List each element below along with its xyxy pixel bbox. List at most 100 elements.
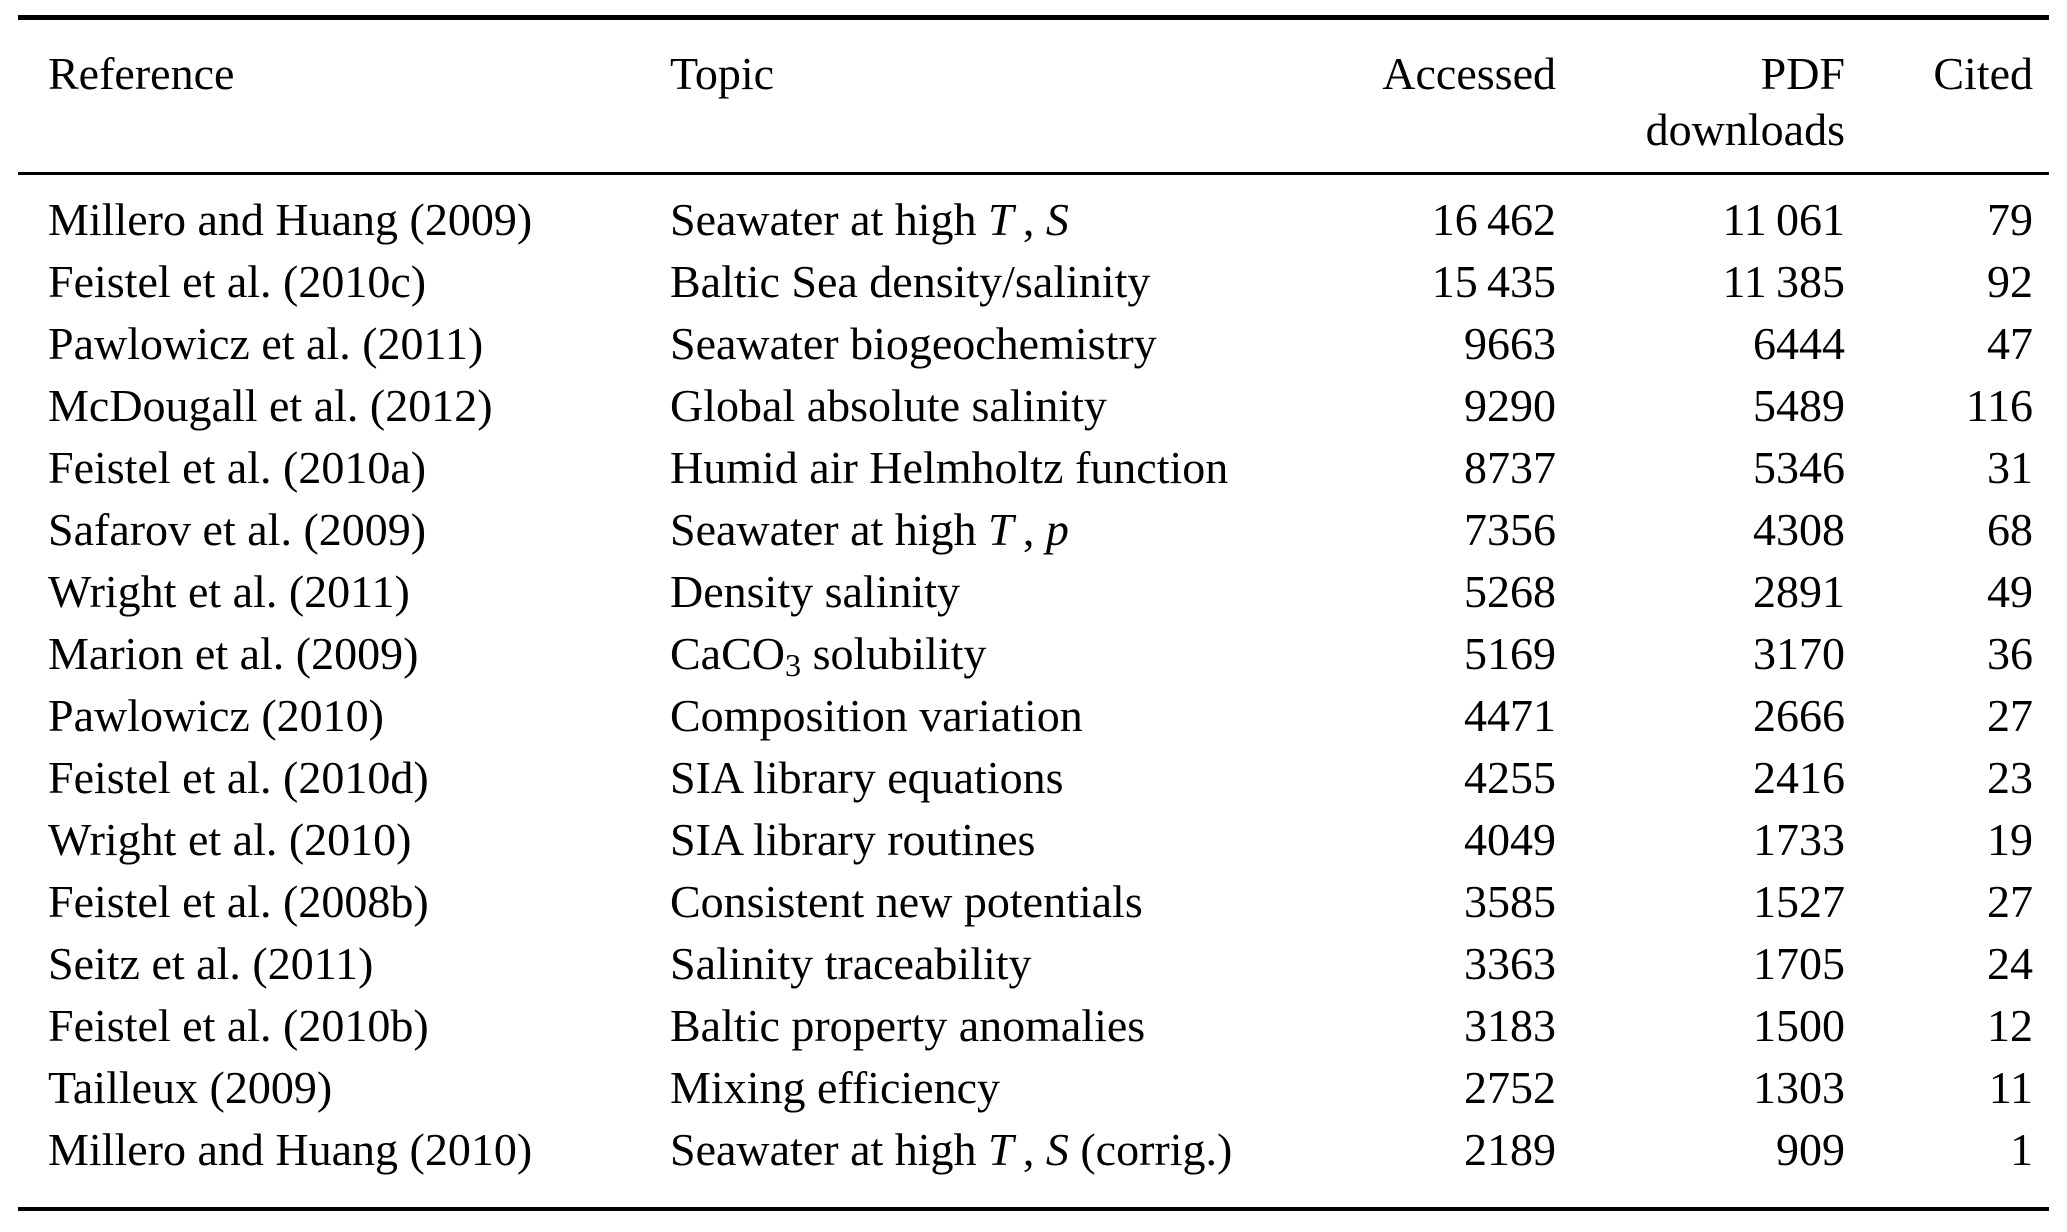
- reference-cell: Millero and Huang (2010): [48, 1124, 533, 1175]
- table-row: Wright et al. (2011) Density salinity 52…: [18, 561, 2049, 623]
- table-row: Millero and Huang (2009) Seawater at hig…: [18, 174, 2049, 252]
- accessed-cell: 5169: [1464, 628, 1556, 679]
- cited-cell: 12: [1987, 1000, 2033, 1051]
- topic-cell: Mixing efficiency: [670, 1062, 1000, 1113]
- accessed-cell: 4049: [1464, 814, 1556, 865]
- cited-cell: 36: [1987, 628, 2033, 679]
- accessed-cell: 3183: [1464, 1000, 1556, 1051]
- pdf-header-line1: PDF: [1760, 48, 1845, 99]
- topic-cell: Global absolute salinity: [670, 380, 1107, 431]
- topic-cell: Baltic Sea density/salinity: [670, 256, 1151, 307]
- col-header-pdf-downloads: PDF downloads: [1556, 17, 1845, 175]
- reference-cell: Pawlowicz et al. (2011): [48, 318, 484, 369]
- reference-cell: Safarov et al. (2009): [48, 504, 427, 555]
- reference-cell: Wright et al. (2011): [48, 566, 410, 617]
- table-row: Pawlowicz et al. (2011) Seawater biogeoc…: [18, 313, 2049, 375]
- pdf-downloads-cell: 4308: [1753, 504, 1845, 555]
- accessed-cell: 7356: [1464, 504, 1556, 555]
- reference-cell: Tailleux (2009): [48, 1062, 333, 1113]
- table-row: Seitz et al. (2011) Salinity traceabilit…: [18, 933, 2049, 995]
- cited-cell: 31: [1987, 442, 2033, 493]
- topic-cell: Consistent new potentials: [670, 876, 1143, 927]
- pdf-downloads-cell: 3170: [1753, 628, 1845, 679]
- cited-cell: 1: [2010, 1124, 2033, 1175]
- reference-cell: McDougall et al. (2012): [48, 380, 493, 431]
- pdf-downloads-cell: 1303: [1753, 1062, 1845, 1113]
- pdf-downloads-cell: 5489: [1753, 380, 1845, 431]
- pdf-downloads-cell: 909: [1776, 1124, 1845, 1175]
- reference-cell: Feistel et al. (2010c): [48, 256, 427, 307]
- cited-cell: 24: [1987, 938, 2033, 989]
- pdf-downloads-cell: 1705: [1753, 938, 1845, 989]
- col-header-topic: Topic: [670, 17, 1350, 175]
- reference-cell: Feistel et al. (2008b): [48, 876, 429, 927]
- pdf-downloads-cell: 11 061: [1722, 194, 1845, 245]
- cited-cell: 68: [1987, 504, 2033, 555]
- accessed-cell: 3363: [1464, 938, 1556, 989]
- topic-cell: Seawater at high T , p: [670, 504, 1069, 555]
- topic-cell: Salinity traceability: [670, 938, 1032, 989]
- accessed-cell: 16 462: [1431, 194, 1556, 245]
- citation-stats-table: Reference Topic Accessed PDF downloads C…: [18, 15, 2049, 1211]
- topic-cell: CaCO3 solubility: [670, 628, 987, 684]
- topic-cell: Density salinity: [670, 566, 961, 617]
- cited-cell: 47: [1987, 318, 2033, 369]
- table-row: Millero and Huang (2010) Seawater at hig…: [18, 1119, 2049, 1209]
- table-row: Marion et al. (2009) CaCO3 solubility 51…: [18, 623, 2049, 685]
- cited-cell: 92: [1987, 256, 2033, 307]
- cited-cell: 19: [1987, 814, 2033, 865]
- topic-cell: SIA library equations: [670, 752, 1064, 803]
- table-row: Feistel et al. (2010a) Humid air Helmhol…: [18, 437, 2049, 499]
- cited-cell: 49: [1987, 566, 2033, 617]
- cited-cell: 79: [1987, 194, 2033, 245]
- cited-cell: 23: [1987, 752, 2033, 803]
- cited-cell: 27: [1987, 690, 2033, 741]
- reference-cell: Feistel et al. (2010b): [48, 1000, 429, 1051]
- pdf-downloads-cell: 1500: [1753, 1000, 1845, 1051]
- table-row: Feistel et al. (2010d) SIA library equat…: [18, 747, 2049, 809]
- cited-cell: 27: [1987, 876, 2033, 927]
- topic-cell: SIA library routines: [670, 814, 1036, 865]
- reference-cell: Feistel et al. (2010a): [48, 442, 427, 493]
- accessed-cell: 3585: [1464, 876, 1556, 927]
- table-row: Tailleux (2009) Mixing efficiency 2752 1…: [18, 1057, 2049, 1119]
- pdf-downloads-cell: 2891: [1753, 566, 1845, 617]
- pdf-downloads-cell: 11 385: [1722, 256, 1845, 307]
- table-header: Reference Topic Accessed PDF downloads C…: [18, 17, 2049, 175]
- pdf-downloads-cell: 6444: [1753, 318, 1845, 369]
- pdf-downloads-cell: 1733: [1753, 814, 1845, 865]
- table-row: Wright et al. (2010) SIA library routine…: [18, 809, 2049, 871]
- accessed-cell: 8737: [1464, 442, 1556, 493]
- topic-cell: Seawater at high T , S: [670, 194, 1069, 245]
- pdf-downloads-cell: 5346: [1753, 442, 1845, 493]
- reference-cell: Feistel et al. (2010d): [48, 752, 429, 803]
- table-row: Feistel et al. (2010b) Baltic property a…: [18, 995, 2049, 1057]
- table-row: McDougall et al. (2012) Global absolute …: [18, 375, 2049, 437]
- cited-cell: 116: [1965, 380, 2033, 431]
- accessed-cell: 5268: [1464, 566, 1556, 617]
- reference-cell: Millero and Huang (2009): [48, 194, 533, 245]
- table-row: Feistel et al. (2010c) Baltic Sea densit…: [18, 251, 2049, 313]
- reference-cell: Pawlowicz (2010): [48, 690, 384, 741]
- reference-cell: Marion et al. (2009): [48, 628, 419, 679]
- topic-cell: Humid air Helmholtz function: [670, 442, 1229, 493]
- col-header-reference: Reference: [18, 17, 670, 175]
- header-row: Reference Topic Accessed PDF downloads C…: [18, 17, 2049, 175]
- table-row: Safarov et al. (2009) Seawater at high T…: [18, 499, 2049, 561]
- accessed-cell: 9290: [1464, 380, 1556, 431]
- reference-cell: Seitz et al. (2011): [48, 938, 374, 989]
- pdf-downloads-cell: 1527: [1753, 876, 1845, 927]
- accessed-cell: 9663: [1464, 318, 1556, 369]
- pdf-downloads-cell: 2416: [1753, 752, 1845, 803]
- accessed-cell: 4471: [1464, 690, 1556, 741]
- accessed-cell: 2189: [1464, 1124, 1556, 1175]
- table-row: Feistel et al. (2008b) Consistent new po…: [18, 871, 2049, 933]
- col-header-cited: Cited: [1845, 17, 2049, 175]
- pdf-downloads-cell: 2666: [1753, 690, 1845, 741]
- reference-cell: Wright et al. (2010): [48, 814, 412, 865]
- accessed-cell: 15 435: [1431, 256, 1556, 307]
- cited-cell: 11: [1988, 1062, 2033, 1113]
- paper-table-page: Reference Topic Accessed PDF downloads C…: [0, 15, 2067, 1232]
- pdf-header-line2: downloads: [1645, 104, 1845, 155]
- topic-cell: Seawater biogeochemistry: [670, 318, 1157, 369]
